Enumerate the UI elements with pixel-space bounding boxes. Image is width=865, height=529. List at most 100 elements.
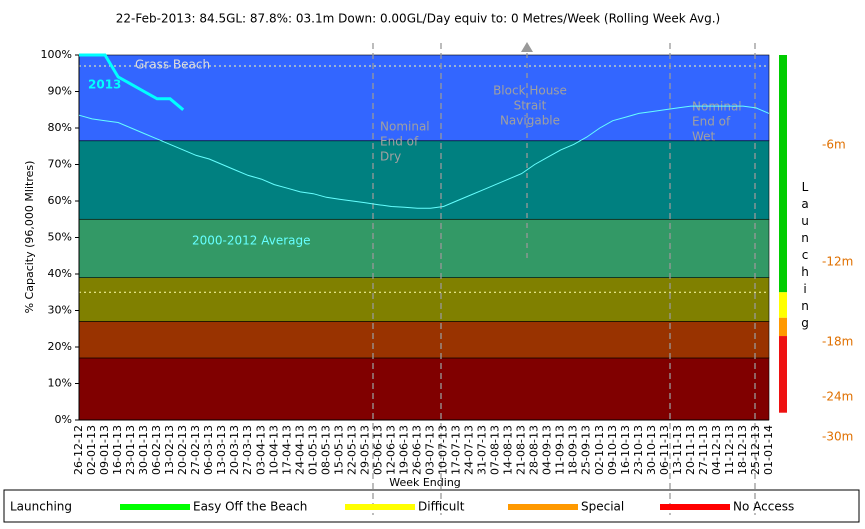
band — [78, 218, 770, 278]
x-tick-label: 04-09-13 — [541, 425, 554, 475]
x-tick-label: 20-11-13 — [684, 425, 697, 475]
y-axis-label: % Capacity (96,000 Mlitres) — [23, 161, 36, 314]
x-tick-label: 25-12-13 — [749, 425, 762, 475]
launching-segment — [779, 336, 787, 413]
annotation: Block House — [493, 84, 567, 98]
x-tick-label: 03-07-13 — [424, 425, 437, 475]
depth-label: -30m — [822, 430, 853, 444]
y-tick-label: 30% — [48, 304, 72, 317]
x-tick-label: 12-06-13 — [384, 425, 397, 475]
launching-segment — [779, 317, 787, 337]
y-tick-label: 80% — [48, 121, 72, 134]
legend-title: Launching — [10, 500, 72, 514]
x-tick-label: 19-06-13 — [397, 425, 410, 475]
x-tick-label: 06-11-13 — [658, 425, 671, 475]
band — [78, 321, 770, 359]
y-tick-label: 0% — [55, 413, 72, 426]
x-tick-label: 22-05-13 — [345, 425, 358, 475]
x-tick-label: 18-09-13 — [567, 425, 580, 475]
x-tick-label: 16-01-13 — [111, 425, 124, 475]
x-tick-label: 30-10-13 — [645, 425, 658, 475]
x-tick-label: 10-04-13 — [267, 425, 280, 475]
annotation: End of — [692, 115, 731, 129]
x-tick-label: 11-12-13 — [723, 425, 736, 475]
x-tick-label: 31-07-13 — [476, 425, 489, 475]
y-tick-label: 100% — [41, 48, 72, 61]
depth-label: -24m — [822, 390, 853, 404]
x-tick-label: 03-04-13 — [254, 425, 267, 475]
x-tick-label: 02-01-13 — [85, 425, 98, 475]
x-tick-label: 07-08-13 — [489, 425, 502, 475]
launching-title: Launching — [798, 180, 812, 333]
x-tick-label: 29-05-13 — [358, 425, 371, 475]
x-tick-label: 20-03-13 — [228, 425, 241, 475]
x-tick-label: 23-01-13 — [124, 425, 137, 475]
y-tick-label: 60% — [48, 194, 72, 207]
x-tick-label: 06-02-13 — [150, 425, 163, 475]
series-line — [78, 105, 770, 209]
x-tick-label: 02-10-13 — [593, 425, 606, 475]
x-tick-label: 11-09-13 — [554, 425, 567, 475]
x-tick-label: 20-02-13 — [176, 425, 189, 475]
depth-label: -18m — [822, 335, 853, 349]
x-tick-label: 16-10-13 — [619, 425, 632, 475]
x-tick-label: 14-08-13 — [502, 425, 515, 475]
x-tick-label: 28-08-13 — [528, 425, 541, 475]
band — [78, 140, 770, 220]
legend-label: Easy Off the Beach — [193, 500, 307, 514]
y-tick-label: 20% — [48, 340, 72, 353]
annotation: Dry — [380, 150, 401, 164]
x-tick-label: 26-12-12 — [72, 425, 85, 475]
x-tick-label: 18-12-13 — [736, 425, 749, 475]
x-tick-label: 17-07-13 — [450, 425, 463, 475]
x-tick-label: 25-09-13 — [580, 425, 593, 475]
legend-label: Special — [581, 500, 624, 514]
annotation: Grass Beach — [135, 58, 210, 72]
x-tick-label: 24-07-13 — [463, 425, 476, 475]
launching-segment — [779, 292, 787, 318]
x-axis-label: Week Ending — [389, 476, 461, 489]
x-tick-label: 15-05-13 — [332, 425, 345, 475]
x-tick-label: 10-07-13 — [437, 425, 450, 475]
x-tick-label: 13-11-13 — [671, 425, 684, 475]
x-tick-label: 09-01-13 — [98, 425, 111, 475]
y-tick-label: 70% — [48, 158, 72, 171]
arrow-head — [521, 42, 533, 52]
x-tick-label: 27-03-13 — [241, 425, 254, 475]
annotation: Strait — [514, 99, 547, 113]
band — [78, 277, 770, 322]
x-tick-label: 06-03-13 — [202, 425, 215, 475]
band — [78, 54, 770, 142]
annotation: Wet — [692, 130, 716, 144]
x-tick-label: 05-06-13 — [371, 425, 384, 475]
y-tick-label: 10% — [48, 377, 72, 390]
y-tick-label: 40% — [48, 267, 72, 280]
x-tick-label: 13-03-13 — [215, 425, 228, 475]
annotation: Nominal — [380, 120, 430, 134]
depth-label: -12m — [822, 255, 853, 269]
x-tick-label: 17-04-13 — [280, 425, 293, 475]
series-label: 2000-2012 Average — [192, 234, 311, 248]
series-line — [79, 53, 185, 111]
y-tick-label: 90% — [48, 85, 72, 98]
x-tick-label: 26-06-13 — [410, 425, 423, 475]
x-tick-label: 21-08-13 — [515, 425, 528, 475]
x-tick-label: 27-11-13 — [697, 425, 710, 475]
legend-label: Difficult — [418, 500, 465, 514]
y-tick-label: 50% — [48, 231, 72, 244]
band — [78, 357, 770, 421]
annotation: Navigable — [500, 114, 560, 128]
annotation: End of — [380, 135, 419, 149]
depth-label: -6m — [822, 138, 846, 152]
x-tick-label: 24-04-13 — [293, 425, 306, 475]
launching-segment — [779, 55, 787, 293]
x-tick-label: 01-01-14 — [762, 425, 775, 475]
x-tick-label: 01-05-13 — [306, 425, 319, 475]
legend-label: No Access — [733, 500, 794, 514]
x-tick-label: 30-01-13 — [137, 425, 150, 475]
x-tick-label: 04-12-13 — [710, 425, 723, 475]
chart-title: 22-Feb-2013: 84.5GL: 87.8%: 03.1m Down: … — [116, 12, 720, 26]
series-label: 2013 — [88, 78, 121, 92]
x-tick-label: 27-02-13 — [189, 425, 202, 475]
